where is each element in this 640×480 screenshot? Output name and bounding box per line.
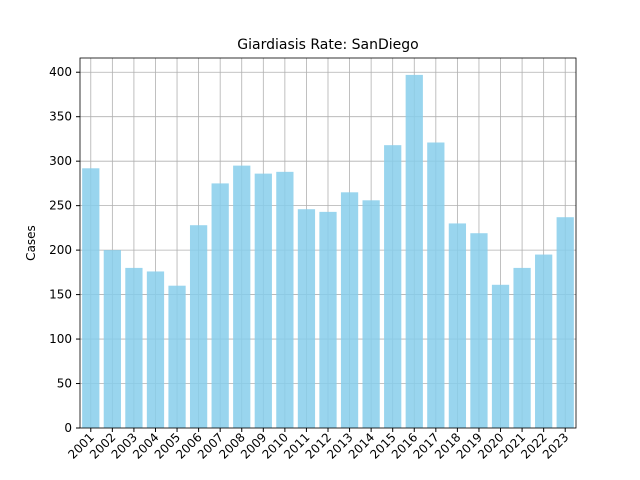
bar — [448, 223, 467, 428]
bar — [103, 250, 121, 428]
bar — [513, 267, 531, 428]
bar — [535, 254, 553, 428]
bar — [340, 192, 359, 428]
bar — [556, 217, 574, 428]
y-axis-label: Cases — [24, 225, 38, 261]
y-tick-label: 200 — [49, 243, 72, 257]
plot-frame — [79, 57, 577, 429]
bar — [82, 168, 100, 429]
bar — [254, 173, 272, 428]
y-tick-label: 100 — [49, 332, 72, 346]
bar — [384, 145, 402, 429]
bar — [491, 284, 510, 428]
bar — [125, 267, 143, 428]
bar — [146, 271, 165, 428]
bar — [211, 183, 229, 428]
chart-title: Giardiasis Rate: SanDiego — [237, 37, 418, 53]
bar — [362, 200, 380, 428]
bar — [233, 165, 251, 429]
bar — [319, 211, 337, 428]
bar — [168, 285, 186, 428]
bar — [297, 209, 316, 428]
y-tick-label: 400 — [49, 65, 72, 79]
bar — [405, 74, 423, 428]
bar — [189, 225, 208, 428]
y-tick-label: 250 — [49, 199, 72, 213]
bar — [427, 142, 445, 429]
y-tick-label: 0 — [64, 421, 72, 435]
y-tick-label: 150 — [49, 288, 72, 302]
bar — [276, 171, 294, 428]
y-tick-label: 50 — [57, 377, 72, 391]
y-tick-label: 350 — [49, 110, 72, 124]
y-tick-label: 300 — [49, 154, 72, 168]
bar — [470, 233, 488, 428]
